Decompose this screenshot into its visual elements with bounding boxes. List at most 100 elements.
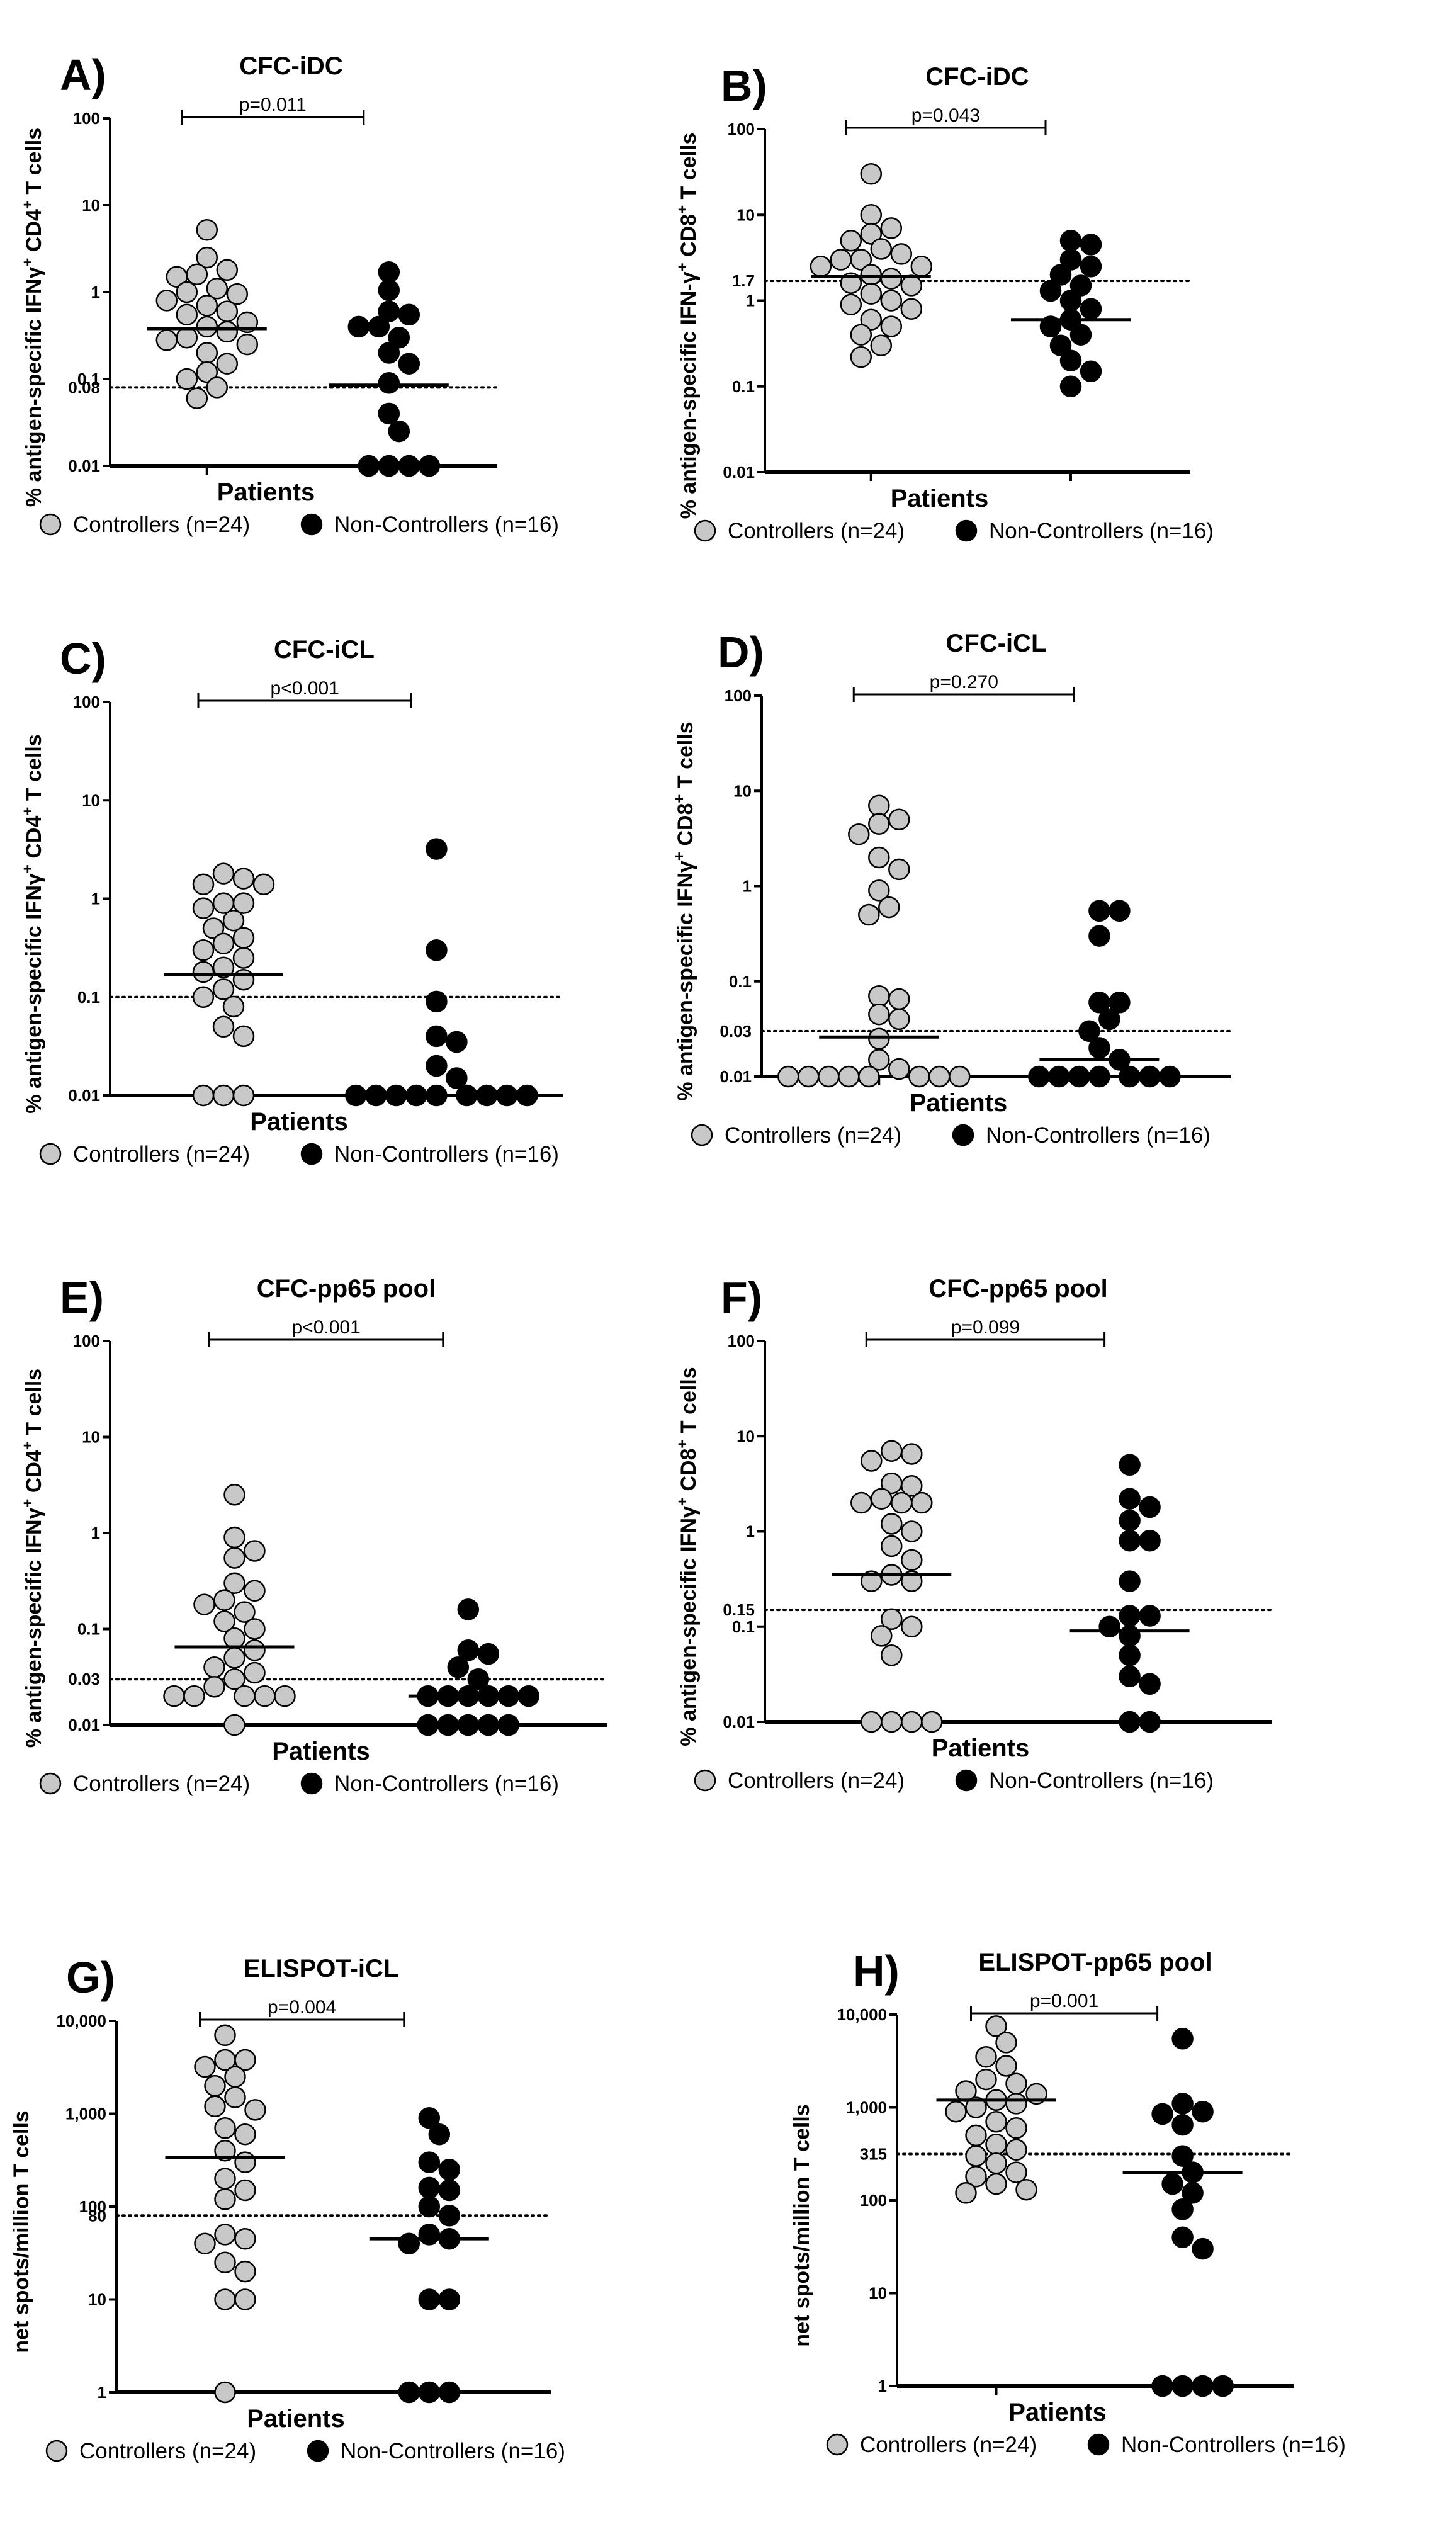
- noncontroller-point: [1119, 1488, 1141, 1510]
- y-tick-label: 1: [878, 2377, 887, 2395]
- legend-noncontrollers-label: Non-Controllers (n=16): [334, 512, 559, 537]
- controller-point: [840, 230, 862, 252]
- noncontroller-point: [347, 315, 370, 338]
- controller-point: [985, 2133, 1007, 2156]
- noncontroller-point: [426, 939, 448, 961]
- pvalue-label: p=0.001: [1030, 1991, 1098, 2011]
- controller-point: [858, 903, 880, 926]
- noncontroller-point: [438, 2205, 461, 2227]
- noncontroller-point: [457, 1598, 480, 1620]
- controller-point: [232, 1025, 255, 1048]
- controller-point: [868, 813, 890, 835]
- noncontroller-point: [438, 2179, 461, 2202]
- controller-point: [1005, 2161, 1027, 2183]
- controller-point: [234, 2288, 256, 2310]
- controller-point: [244, 1639, 266, 1661]
- noncontroller-point: [378, 455, 400, 477]
- noncontroller-point: [438, 2288, 461, 2310]
- controller-point: [870, 334, 893, 356]
- pvalue-label: p=0.043: [911, 105, 980, 126]
- controller-point: [1015, 2178, 1037, 2201]
- x-axis-title: Patients: [217, 478, 315, 506]
- panel-title: ELISPOT-pp65 pool: [978, 1948, 1212, 1976]
- controller-point: [850, 1491, 872, 1514]
- noncontroller-point: [1171, 2028, 1194, 2050]
- noncontroller-point: [398, 353, 420, 375]
- controller-point: [798, 1065, 820, 1088]
- legend-noncontrollers-marker: [955, 1769, 978, 1792]
- controller-point: [868, 1027, 890, 1050]
- x-axis-title: Patients: [272, 1738, 370, 1765]
- y-axis-title: % antigen-specific IFNγ+ CD4+ T cells: [20, 128, 47, 507]
- noncontroller-point: [1088, 900, 1110, 922]
- noncontroller-point: [1088, 1065, 1110, 1088]
- y-tick-label: 100: [728, 1332, 755, 1350]
- y-tick-label: 1: [91, 890, 100, 908]
- controller-point: [244, 2099, 266, 2121]
- controller-point: [871, 1625, 893, 1647]
- controller-point: [858, 1065, 880, 1088]
- legend-controllers-label: Controllers (n=24): [79, 2439, 256, 2463]
- legend-noncontrollers-label: Non-Controllers (n=16): [334, 1772, 559, 1796]
- controller-point: [234, 2049, 256, 2071]
- controller-point: [244, 1540, 266, 1562]
- noncontroller-point: [516, 1084, 538, 1107]
- controller-point: [212, 978, 235, 1000]
- controller-point: [975, 2045, 997, 2068]
- legend-noncontrollers-marker: [300, 513, 323, 536]
- x-axis-title: Patients: [250, 1108, 348, 1136]
- controller-point: [850, 324, 872, 346]
- noncontroller-point: [378, 279, 400, 302]
- noncontroller-point: [1049, 334, 1072, 356]
- noncontroller-point: [418, 2195, 441, 2218]
- controller-point: [223, 1627, 245, 1649]
- y-tick-label: 100: [73, 693, 100, 711]
- panel-title: CFC-iDC: [925, 63, 1029, 91]
- controller-point: [878, 896, 900, 919]
- controller-point: [1005, 2093, 1027, 2115]
- y-tick-label: 10: [733, 781, 752, 800]
- controller-point: [232, 892, 255, 914]
- controller-point: [868, 1003, 890, 1026]
- noncontroller-point: [426, 990, 448, 1013]
- y-tick-label: 0.01: [723, 1712, 755, 1731]
- noncontroller-point: [1049, 264, 1072, 286]
- x-axis-title: Patients: [910, 1089, 1008, 1117]
- noncontroller-point: [426, 1025, 448, 1048]
- noncontroller-point: [1119, 1454, 1141, 1476]
- controller-point: [985, 2111, 1007, 2133]
- noncontroller-point: [388, 326, 410, 349]
- noncontroller-point: [418, 2106, 441, 2129]
- controller-point: [244, 1661, 266, 1684]
- controller-point: [888, 808, 910, 831]
- threshold-label: 0.08: [68, 378, 100, 397]
- controller-point: [234, 2227, 256, 2250]
- threshold-label: 0.03: [68, 1670, 100, 1688]
- noncontroller-point: [418, 2176, 441, 2199]
- y-tick-label: 0.01: [68, 456, 100, 475]
- controller-point: [891, 1491, 913, 1514]
- controller-point: [212, 956, 235, 978]
- controller-point: [868, 985, 890, 1007]
- chart-panel-b: 100 10 1.71 0.1 0.01 p=0.043 CFC-iDC B) Patients…: [674, 61, 1214, 543]
- controller-point: [880, 290, 903, 312]
- controller-point: [223, 1647, 245, 1669]
- noncontroller-point: [1028, 1065, 1050, 1088]
- threshold-label: 80: [88, 2206, 106, 2225]
- noncontroller-point: [417, 1714, 439, 1736]
- noncontroller-point: [438, 2159, 461, 2181]
- controller-point: [965, 2145, 987, 2167]
- y-tick-label: 1,000: [846, 2098, 887, 2117]
- controller-point: [244, 1580, 266, 1602]
- controller-point: [901, 1549, 923, 1571]
- y-tick-label: 10: [82, 1428, 100, 1447]
- controller-point: [880, 217, 903, 239]
- noncontroller-point: [1192, 2100, 1214, 2123]
- panel-title: CFC-pp65 pool: [928, 1275, 1107, 1303]
- chart-panel-c: 100 10 1 0.1 0.01 p<0.001 CFC-iCL C) Patients % a…: [20, 634, 565, 1167]
- controller-point: [222, 909, 245, 932]
- controller-point: [860, 162, 883, 185]
- controller-point: [224, 2066, 246, 2088]
